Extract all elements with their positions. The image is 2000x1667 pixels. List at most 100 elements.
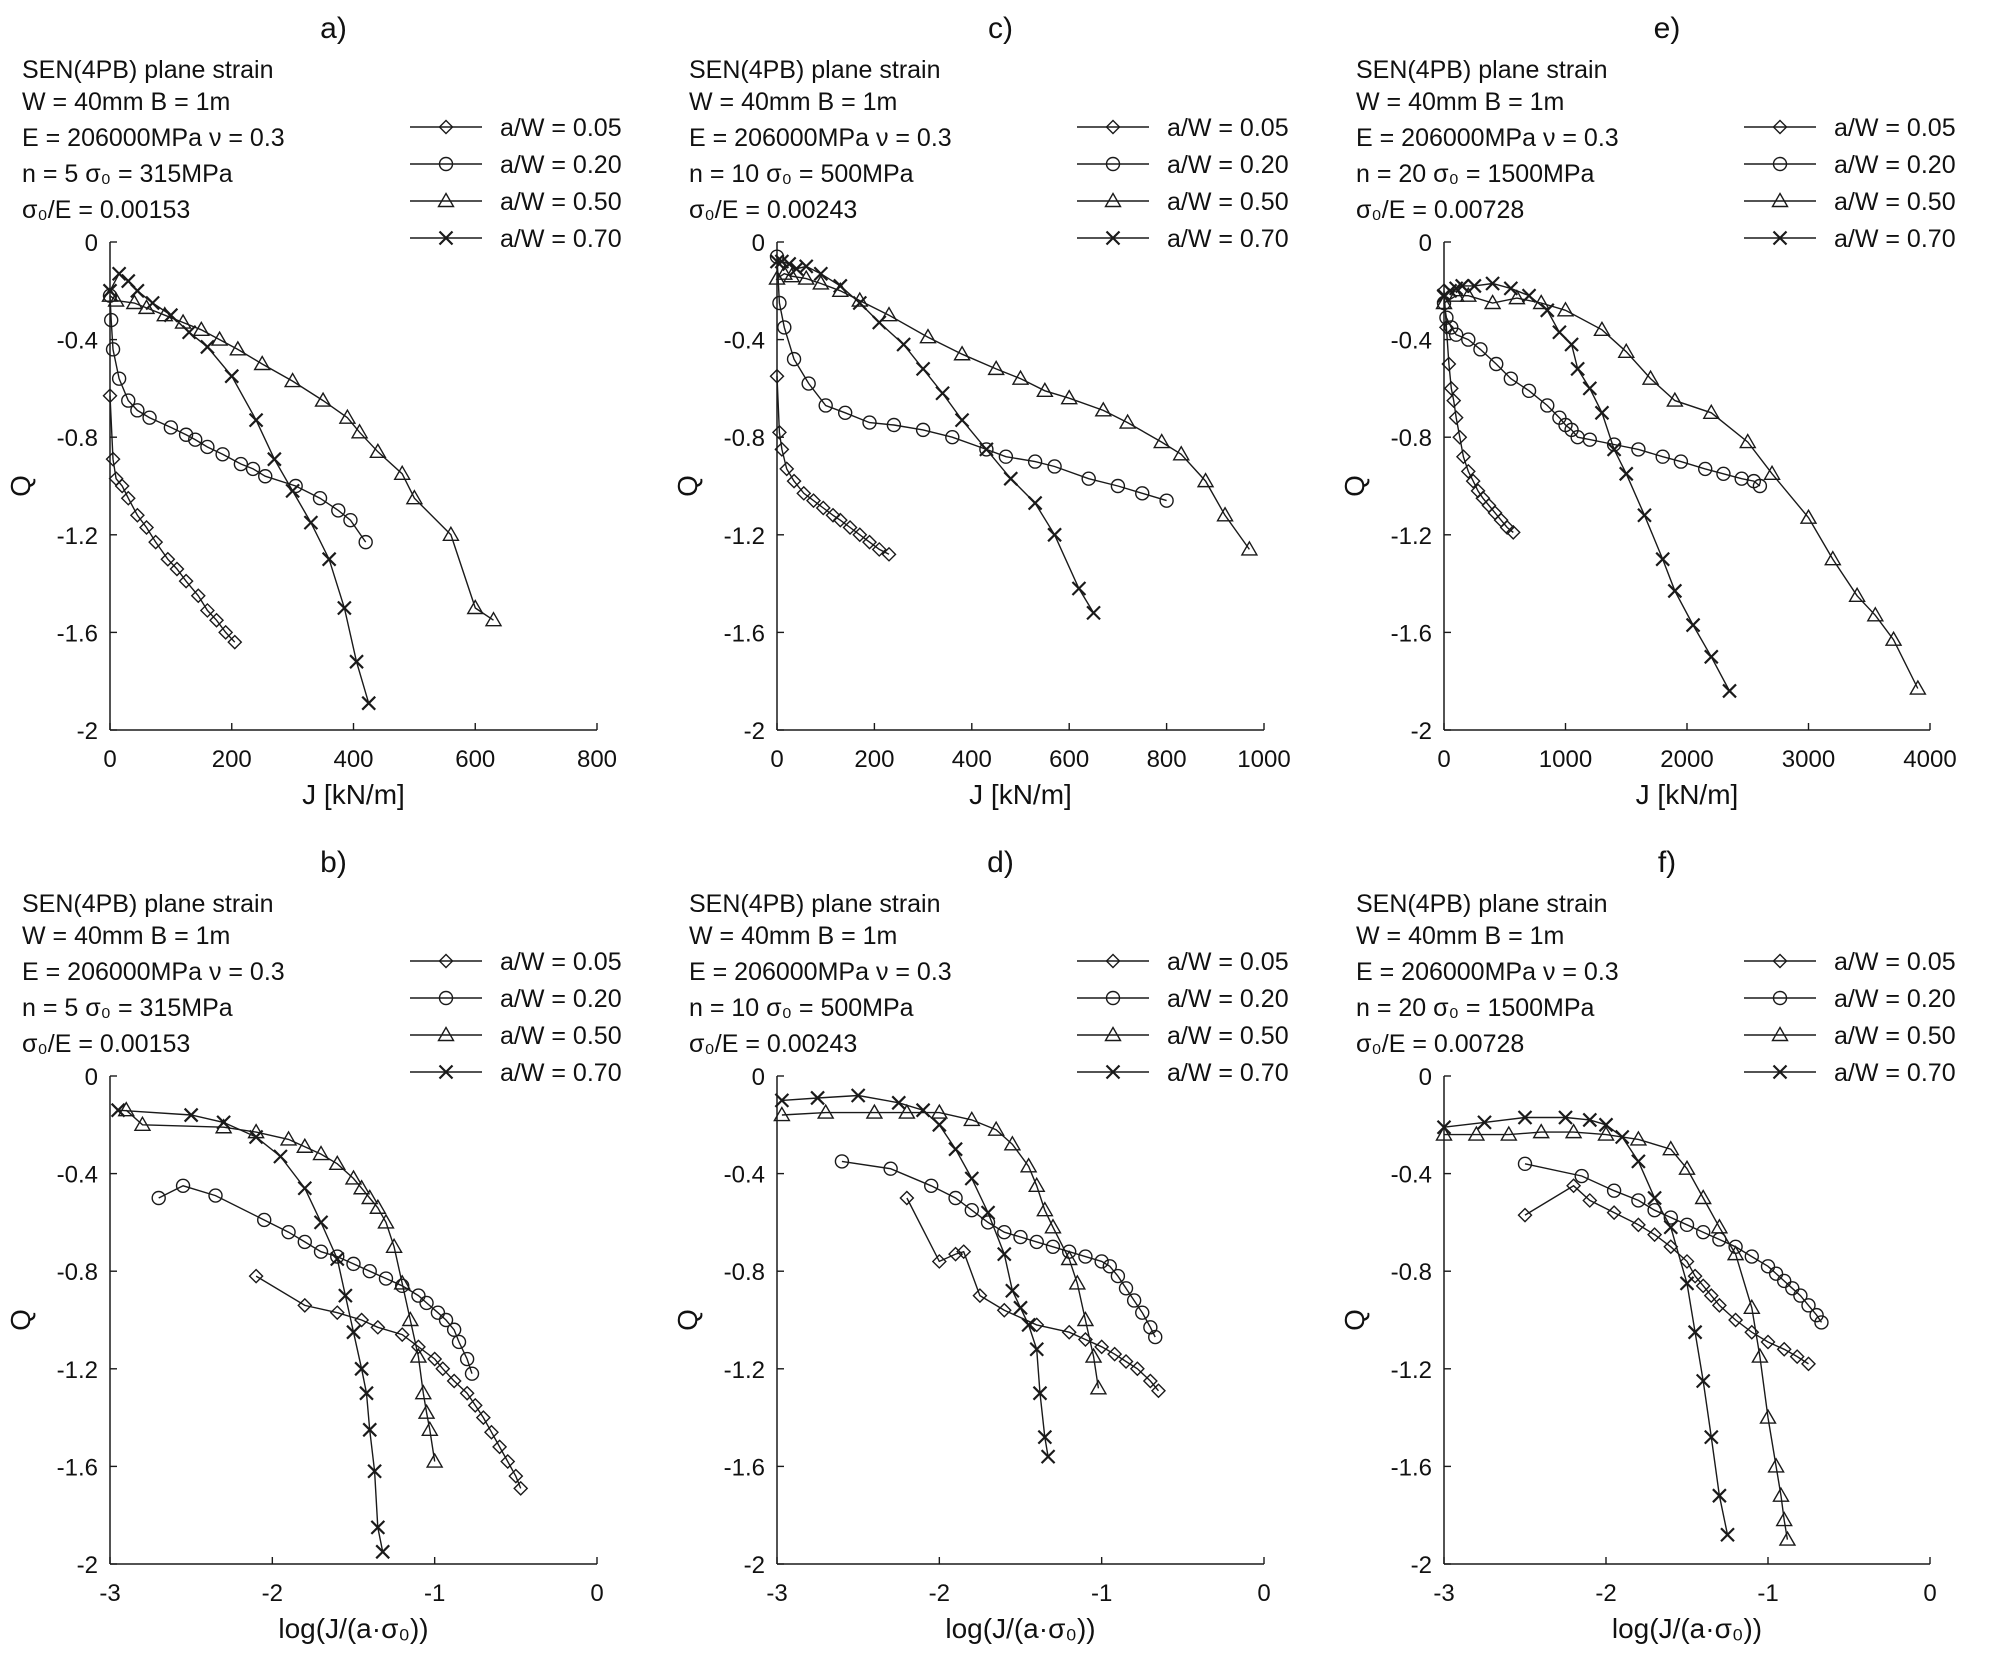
chart-title: SEN(4PB) plane strain (689, 56, 941, 84)
data-point-triangle (1759, 1408, 1777, 1424)
data-point-circle (948, 1190, 963, 1206)
data-point-circle (1135, 1305, 1150, 1320)
data-point-circle (1159, 493, 1174, 508)
data-point-cross (1517, 1110, 1533, 1125)
data-point-circle (1110, 478, 1126, 494)
series-cross (774, 1088, 1056, 1464)
data-point-cross (367, 1464, 382, 1479)
data-point-circle (837, 405, 853, 420)
data-point-cross (375, 1544, 390, 1560)
data-point-cross (1618, 466, 1634, 482)
legend-marker-triangle (1771, 192, 1789, 208)
data-point-cross (1005, 1283, 1020, 1298)
y-tick-label: -0.4 (57, 328, 98, 355)
legend-marker-triangle (437, 192, 455, 208)
legend-label: a/W = 0.05 (1167, 948, 1289, 976)
data-point-circle (1582, 432, 1598, 447)
data-point-cross (1614, 1129, 1630, 1145)
data-point-circle (1047, 459, 1062, 474)
data-point-cross (224, 368, 240, 384)
y-tick-label: 0 (1419, 230, 1432, 257)
x-tick-label: 1000 (1237, 746, 1290, 773)
data-point-triangle (1036, 381, 1054, 398)
data-point-triangle (1196, 472, 1215, 488)
data-point-cross (1032, 1385, 1048, 1401)
param-line: W = 40mm B = 1m (22, 922, 230, 950)
legend-marker-circle (1772, 156, 1788, 172)
data-point-circle (786, 351, 802, 367)
data-point-diamond (1566, 1178, 1582, 1194)
data-point-triangle (1767, 1457, 1785, 1473)
x-tick-label: -1 (1091, 1580, 1112, 1607)
data-point-cross (110, 1102, 126, 1118)
legend-marker-diamond (1105, 953, 1121, 969)
data-point-diamond (1647, 1227, 1663, 1243)
data-point-triangle (312, 1145, 330, 1161)
data-point-diamond (114, 478, 130, 494)
panel-label: c) (988, 12, 1013, 45)
series-circle (151, 1178, 480, 1381)
series-line-cross (1443, 1116, 1729, 1535)
param-line: n = 10 σ₀ = 500MPa (689, 160, 914, 188)
data-point-cross (329, 1251, 345, 1267)
y-tick-label: 0 (752, 230, 765, 257)
data-point-triangle (1824, 550, 1842, 566)
data-point-circle (1606, 1183, 1622, 1198)
data-point-circle (281, 1224, 296, 1240)
series-line-diamond (109, 395, 236, 643)
data-point-cross (1037, 1429, 1053, 1445)
data-point-circle (818, 398, 833, 413)
data-point-circle (1094, 1254, 1109, 1269)
series-diamond (248, 1268, 529, 1496)
x-tick-label: 4000 (1903, 746, 1956, 773)
data-point-triangle (174, 313, 192, 329)
chart-svg-f: f) SEN(4PB) plane strain W = 40mm B = 1m E … (1339, 846, 1956, 1644)
y-axis-label: Q (672, 1309, 703, 1331)
series-triangle (117, 1101, 444, 1468)
data-point-triangle (414, 1384, 433, 1400)
series-line-triangle (1444, 1131, 1789, 1540)
legend-item-triangle: a/W = 0.50 (410, 188, 622, 216)
data-point-triangle (1556, 301, 1575, 317)
data-point-triangle (1884, 630, 1903, 646)
legend-label: a/W = 0.05 (500, 948, 622, 976)
data-point-diamond (1728, 1312, 1744, 1328)
data-point-diamond (394, 1327, 410, 1343)
y-tick-label: -1.6 (1391, 1454, 1432, 1481)
data-point-circle (1655, 449, 1670, 464)
data-point-diamond (139, 519, 155, 535)
data-point-circle (297, 1234, 312, 1250)
param-line: W = 40mm B = 1m (22, 88, 230, 116)
legend-marker-circle (1105, 156, 1121, 172)
data-point-triangle (1068, 1274, 1087, 1290)
x-tick-label: -2 (1595, 1580, 1616, 1607)
data-point-circle (915, 422, 931, 438)
legend-marker-cross (438, 1064, 454, 1080)
data-point-circle (1517, 1156, 1533, 1172)
data-point-cross (1558, 1110, 1573, 1125)
legend-marker-triangle (1104, 1026, 1122, 1042)
data-point-triangle (1036, 1201, 1054, 1217)
y-tick-label: -0.4 (724, 1162, 765, 1189)
data-point-circle (1760, 1259, 1776, 1274)
x-tick-label: 0 (103, 746, 116, 773)
data-point-circle (104, 312, 119, 328)
legend-marker-diamond (438, 119, 454, 135)
data-point-circle (1444, 320, 1459, 335)
data-point-diamond (852, 527, 868, 543)
data-point-circle (1078, 1249, 1093, 1264)
data-point-triangle (1153, 433, 1171, 449)
data-point-diamond (1443, 380, 1459, 396)
legend-item-triangle: a/W = 0.50 (1744, 188, 1956, 216)
legend-item-circle: a/W = 0.20 (1744, 985, 1956, 1013)
data-point-cross (361, 695, 376, 711)
data-point-circle (980, 1215, 996, 1230)
data-point-cross (833, 278, 848, 294)
legend-marker-triangle (1771, 1026, 1789, 1042)
y-tick-label: -1.2 (57, 523, 98, 550)
data-point-diamond (1150, 1383, 1166, 1399)
legend-marker-circle (438, 990, 454, 1006)
series-line-circle (158, 1185, 473, 1374)
x-axis-label: J [kN/m] (1636, 779, 1739, 810)
data-point-circle (1716, 466, 1731, 481)
